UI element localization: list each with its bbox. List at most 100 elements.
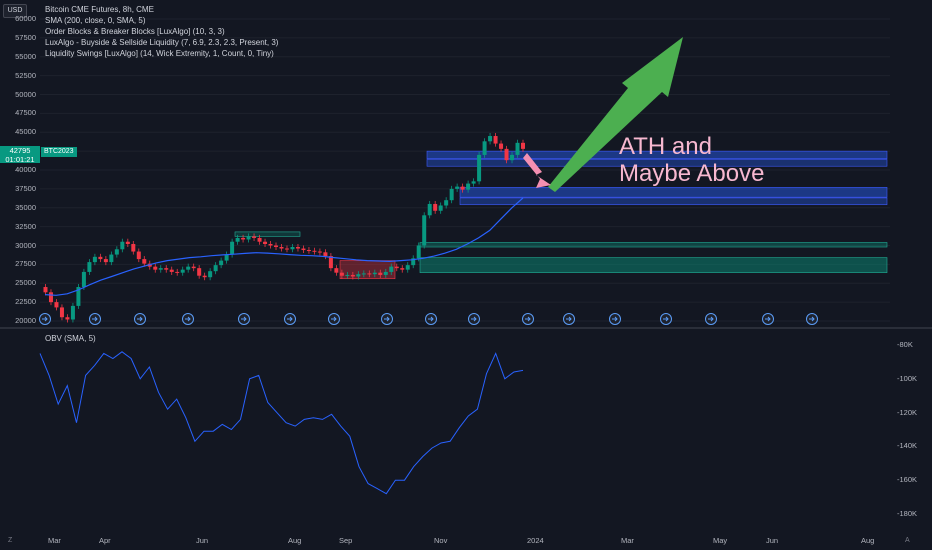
candle-body (186, 266, 191, 270)
price-tick: 60000 (15, 14, 36, 23)
candle-body (504, 148, 509, 161)
price-tick: 32500 (15, 221, 36, 231)
candle-body (76, 287, 81, 306)
candle-body (48, 292, 53, 303)
legend-indicator-order-blocks[interactable]: Order Blocks & Breaker Blocks [LuxAlgo] … (45, 27, 225, 36)
candle-body (191, 266, 196, 269)
candle-body (81, 271, 86, 288)
candle-body (521, 142, 525, 149)
event-icons[interactable] (39, 313, 818, 325)
candle-body (422, 215, 427, 246)
liquidity-zone (426, 150, 888, 159)
candle-body (224, 254, 229, 261)
last-price-badge: 42795 01:01:21 (0, 146, 40, 163)
event-marker-glyph (331, 316, 337, 322)
candle-body (120, 241, 125, 250)
time-tick: Nov (434, 536, 448, 545)
candle-body (433, 203, 438, 211)
time-tick: Aug (288, 536, 302, 545)
candle-body (125, 241, 130, 244)
candle-body (477, 154, 482, 182)
zoom-icon[interactable]: Z (8, 537, 13, 544)
time-tick: May (713, 536, 728, 545)
candle-body (460, 186, 465, 190)
candle-body (427, 203, 432, 216)
time-tick: Apr (99, 536, 111, 545)
liquidity-zone (426, 159, 888, 167)
symbol-badge: BTC2023 (41, 147, 77, 157)
time-tick: Jun (196, 536, 209, 545)
candle-body (444, 200, 449, 206)
candle-body (488, 136, 493, 142)
candle-body (131, 243, 136, 252)
time-tick: Sep (339, 536, 353, 545)
candle-body (301, 248, 306, 251)
candle-body (416, 245, 421, 259)
chart-legend: Bitcoin CME Futures, 8h, CME SMA (200, c… (45, 4, 278, 59)
candle-body (345, 274, 350, 276)
candle-body (43, 287, 48, 293)
candle-body (455, 186, 460, 189)
price-tick: 27500 (15, 259, 36, 269)
event-marker-glyph (708, 316, 714, 322)
obv-tick: -80K (897, 340, 913, 349)
candle-body (208, 271, 213, 278)
price-candles (43, 133, 525, 323)
event-marker-glyph (241, 316, 247, 322)
candle-body (350, 274, 355, 277)
liquidity-zones (234, 150, 888, 280)
price-tick: 47500 (15, 108, 36, 118)
legend-indicator-liquidity[interactable]: LuxAlgo - Buyside & Sellside Liquidity (… (45, 38, 279, 47)
price-tick: 40000 (15, 165, 36, 174)
legend-indicator-sma[interactable]: SMA (200, close, 0, SMA, 5) (45, 16, 146, 25)
candle-body (98, 256, 103, 260)
ath-annotation-line1: ATH and (619, 133, 712, 160)
candle-body (59, 307, 64, 318)
candle-body (295, 247, 300, 249)
candle-body (103, 259, 108, 263)
event-marker-glyph (42, 316, 48, 322)
candle-body (361, 273, 366, 275)
liquidity-zone (234, 231, 301, 237)
candle-body (317, 251, 322, 253)
candle-body (246, 236, 251, 240)
candle-body (114, 249, 119, 255)
candle-body (449, 188, 454, 201)
auto-scale-icon[interactable]: A (905, 537, 910, 544)
ath-annotation-line2: Maybe Above (619, 160, 765, 187)
liquidity-zone (459, 197, 888, 206)
event-marker-glyph (185, 316, 191, 322)
event-marker-glyph (471, 316, 477, 322)
price-tick: 55000 (15, 51, 36, 61)
candle-body (142, 259, 147, 264)
candle-body (466, 183, 471, 190)
candle-body (109, 254, 114, 263)
price-tick: 45000 (15, 127, 36, 137)
obv-tick: -120K (897, 407, 918, 417)
candle-body (499, 143, 504, 149)
candle-body (65, 317, 70, 320)
candle-body (306, 250, 311, 252)
candle-body (257, 237, 262, 242)
candle-body (279, 247, 284, 249)
event-marker-glyph (428, 316, 434, 322)
candle-body (312, 250, 317, 252)
candle-body (510, 154, 515, 161)
event-marker-glyph (92, 316, 98, 322)
obv-tick: -140K (897, 441, 918, 451)
candle-body (219, 260, 224, 266)
time-tick: 2024 (527, 536, 544, 545)
obv-legend[interactable]: OBV (SMA, 5) (45, 334, 96, 343)
currency-selector[interactable]: USD (3, 4, 27, 18)
candle-body (202, 275, 207, 278)
price-tick: 37500 (15, 183, 36, 193)
legend-indicator-swings[interactable]: Liquidity Swings [LuxAlgo] (14, Wick Ext… (45, 49, 274, 58)
time-tick: Mar (621, 536, 634, 545)
legend-symbol[interactable]: Bitcoin CME Futures, 8h, CME (45, 5, 154, 14)
price-tick: 50000 (15, 89, 36, 99)
candle-body (471, 181, 476, 184)
candle-body (235, 237, 240, 242)
sma-line (44, 197, 524, 296)
candle-body (482, 141, 487, 155)
